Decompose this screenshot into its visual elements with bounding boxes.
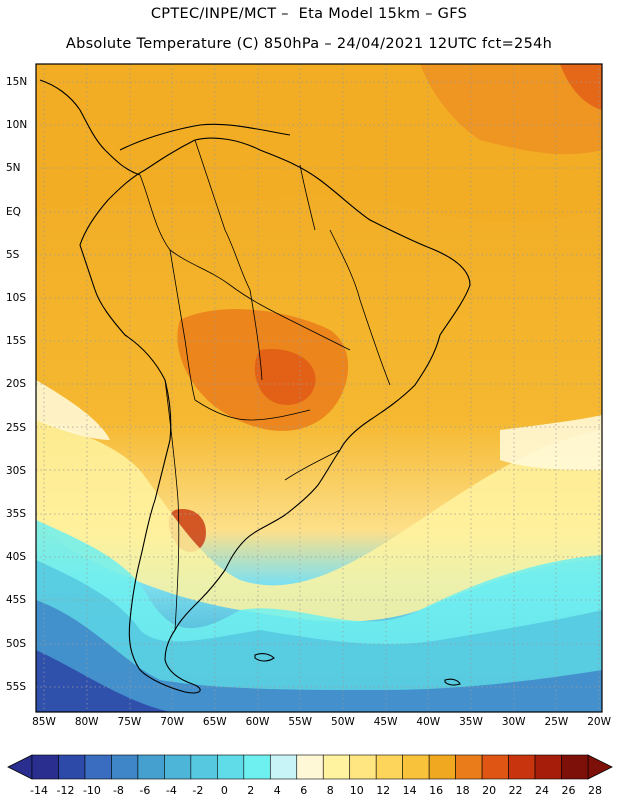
colorbar-tick-label: 26 (561, 784, 576, 797)
colorbar-swatch (375, 754, 403, 780)
south-america-coastline (79, 137, 471, 694)
colorbar-swatch (455, 754, 483, 780)
colorbar-tick-label: 6 (300, 784, 308, 797)
falklands (254, 653, 275, 662)
lat-label: 40S (6, 551, 27, 564)
colorbar-tick-label: -14 (30, 784, 48, 797)
lat-label: 5N (6, 162, 21, 175)
map-border (35, 63, 603, 713)
colorbar-tick-label: -10 (82, 784, 101, 797)
lat-label: 30S (6, 464, 27, 477)
lon-label: 35W (459, 716, 483, 728)
central-america-coastline (39, 79, 141, 176)
colorbar-swatch (31, 754, 59, 780)
temperature-field (36, 64, 602, 712)
colorbar-tick-label: 2 (247, 784, 255, 797)
coastlines (39, 79, 471, 694)
lat-label: 10N (6, 119, 28, 132)
lon-label: 40W (416, 716, 441, 728)
lat-label: 5S (6, 248, 20, 261)
south-georgia (444, 678, 461, 686)
lon-label: 85W (32, 716, 56, 728)
colorbar-swatch (217, 754, 245, 780)
lon-label: 75W (117, 716, 142, 728)
lat-label: 15N (6, 76, 28, 88)
colorbar-tick-label: 28 (588, 784, 602, 797)
colorbar-tick-label: 24 (535, 784, 550, 797)
lon-label: 45W (373, 716, 398, 728)
colorbar (7, 754, 613, 780)
lon-label: 65W (202, 716, 227, 728)
lon-label: 25W (544, 716, 569, 728)
lat-label: 20S (6, 378, 27, 391)
colorbar-swatch (269, 754, 298, 780)
colorbar-tick-label: -2 (192, 784, 204, 797)
title-line-1: CPTEC/INPE/MCT – Eta Model 15km – GFS (150, 6, 468, 22)
lon-label: 20W (587, 716, 611, 728)
lon-label: 55W (288, 716, 313, 728)
lon-label: 50W (331, 716, 355, 728)
colorbar-swatch (58, 754, 86, 780)
lat-label: 25S (6, 421, 27, 434)
colorbar-tick-label: 14 (402, 784, 417, 797)
lon-label: 30W (501, 716, 526, 728)
colorbar-tick-label: 8 (326, 784, 334, 797)
lon-label: 80W (74, 716, 99, 728)
colorbar-swatch (243, 754, 271, 780)
lat-label: 55S (6, 680, 27, 693)
title-line-2: Absolute Temperature (C) 850hPa – 24/04/… (65, 36, 553, 52)
colorbar-tick-label: 18 (455, 784, 470, 797)
colorbar-swatch (164, 754, 192, 780)
colorbar-swatch (428, 754, 456, 780)
lat-label: 35S (6, 508, 27, 520)
colorbar-right-arrow (587, 754, 613, 780)
colorbar-tick-label: 4 (273, 784, 281, 797)
colorbar-tick-label: -8 (112, 784, 124, 797)
colorbar-tick-label: -6 (139, 784, 151, 797)
colorbar-tick-label: -12 (56, 784, 75, 797)
colorbar-swatch (481, 754, 509, 780)
colorbar-swatch (561, 754, 589, 780)
lat-label: 45S (6, 594, 27, 607)
colorbar-tick-label: 16 (429, 784, 444, 797)
colorbar-tick-label: 10 (349, 784, 364, 797)
colorbar-tick-label: 20 (482, 784, 497, 797)
graticule (36, 64, 602, 712)
colorbar-tick-label: 12 (376, 784, 391, 797)
colorbar-swatch (402, 754, 430, 780)
colorbar-swatch (296, 754, 324, 780)
lat-label: EQ (6, 205, 21, 218)
colorbar-swatch (190, 754, 218, 780)
colorbar-tick-label: -4 (165, 784, 177, 797)
lat-label: 10S (6, 292, 27, 304)
colorbar-swatch (508, 754, 536, 780)
lon-label: 60W (245, 716, 270, 728)
country-borders (139, 139, 391, 631)
lat-label: 15S (6, 335, 27, 348)
colorbar-swatch (137, 754, 165, 780)
colorbar-swatch (322, 754, 351, 780)
colorbar-tick-label: 22 (508, 784, 523, 797)
colorbar-swatch (534, 754, 562, 780)
colorbar-tick-label: 0 (220, 784, 228, 797)
colorbar-swatch (84, 754, 112, 780)
lat-label: 50S (6, 637, 27, 650)
caribbean-coastline (119, 123, 291, 151)
lon-label: 70W (160, 716, 184, 728)
colorbar-left-arrow (7, 754, 33, 780)
colorbar-swatch (349, 754, 377, 780)
colorbar-swatch (111, 754, 139, 780)
